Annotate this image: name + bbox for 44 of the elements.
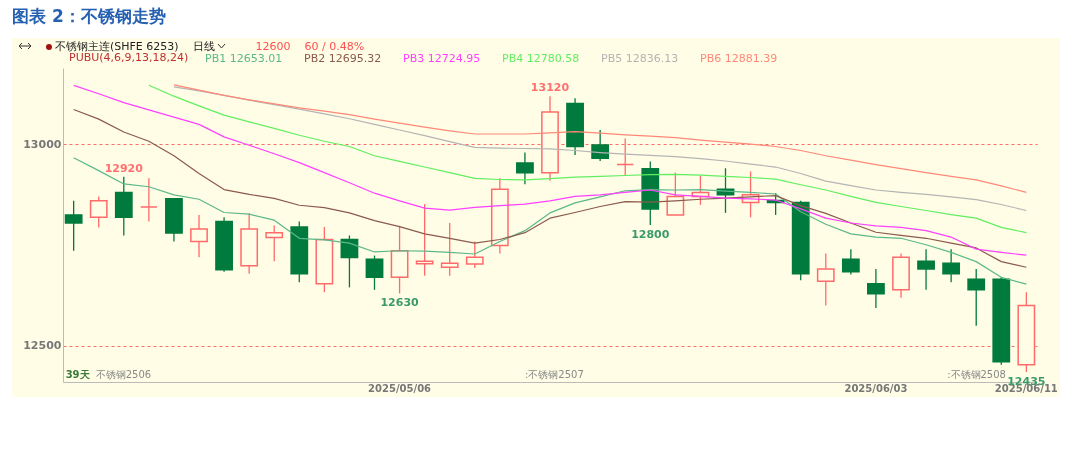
candlestick: [265, 224, 284, 262]
chart-title: 图表 2：不锈钢走势: [12, 5, 166, 28]
annotation: :不锈钢2508: [947, 369, 1006, 380]
text: PB1 12653.01: [205, 51, 283, 65]
annotation: 12630: [380, 296, 420, 310]
text: PB4 12780.58: [502, 51, 580, 65]
y-tick-label: 12500: [23, 339, 62, 353]
annotation: 12920: [104, 161, 144, 175]
annotation: 不锈钢2506: [95, 369, 152, 380]
candlestick: [365, 254, 384, 291]
text: PB2 12695.32: [304, 51, 382, 65]
candlestick: [516, 151, 534, 185]
candlestick: [816, 252, 835, 307]
annotation: 13120: [530, 81, 570, 95]
candlestick: [190, 214, 208, 258]
text: 日线: [192, 39, 215, 54]
line-series: [173, 84, 1027, 193]
line-series: [73, 157, 1027, 285]
text: 12600: [255, 40, 291, 53]
annotation: 39天: [65, 369, 91, 380]
legend-title: PUBU(4,6,9,13,18,24): [69, 51, 189, 64]
text: PB5 12836.13: [601, 51, 679, 65]
y-tick-label: 13000: [23, 137, 62, 151]
x-tick-label: 2025/05/06: [368, 382, 432, 394]
line-series: [73, 108, 1027, 268]
text: PB3 12724.95: [403, 51, 481, 65]
candlestick: [440, 222, 459, 277]
candlestick: [967, 268, 986, 327]
candlestick: [841, 248, 860, 276]
candlestick: [64, 200, 83, 252]
x-tick-label: 2025/06/03: [844, 382, 908, 394]
annotation: 12800: [631, 228, 670, 241]
candlestick: [415, 203, 434, 277]
candlestick: [917, 248, 935, 291]
chart-subtitle: 不锈钢主连(SHFE 6253): [55, 39, 179, 53]
candlestick: [89, 195, 108, 229]
annotation: :不锈钢2507: [524, 369, 584, 380]
candlestick: [867, 268, 885, 309]
line-series: [73, 84, 1027, 256]
text: 60 / 0.48%: [304, 40, 365, 53]
text: PB6 12881.39: [700, 51, 778, 65]
candlestick: [666, 172, 685, 216]
candlestick: [139, 177, 158, 223]
candlestick: [942, 248, 961, 283]
